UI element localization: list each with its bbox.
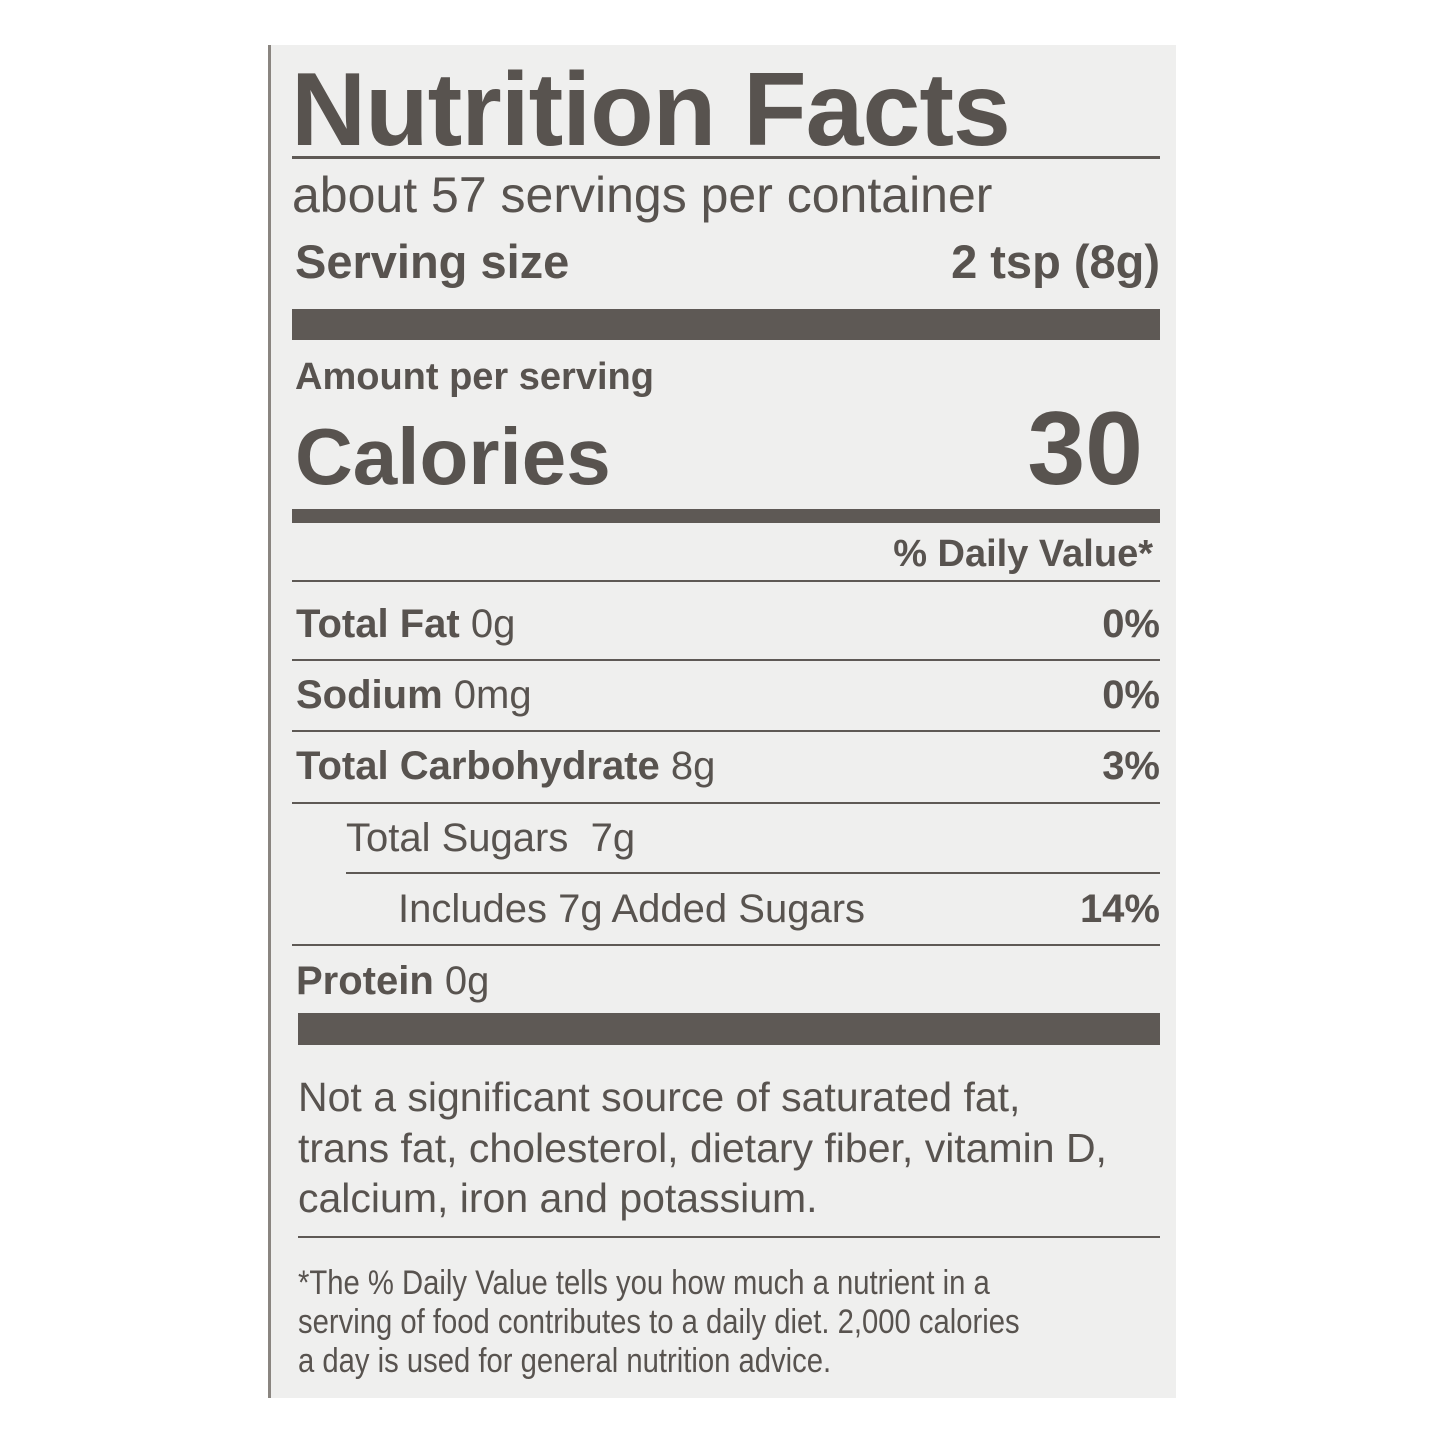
- not-significant-line: Not a significant source of saturated fa…: [298, 1074, 1021, 1120]
- dv-total-fat: 0%: [1102, 602, 1160, 646]
- divider: [292, 802, 1160, 804]
- footnote-line: *The % Daily Value tells you how much a …: [298, 1264, 990, 1302]
- dv-sodium: 0%: [1102, 673, 1160, 717]
- calories-value: 30: [1027, 391, 1143, 507]
- serving-size-value: 2 tsp (8g): [951, 235, 1160, 288]
- footnote-line: a day is used for general nutrition advi…: [298, 1342, 832, 1380]
- daily-value-header: % Daily Value*: [893, 533, 1153, 575]
- nutrient-row-total-carbohydrate: Total Carbohydrate 8g: [296, 744, 716, 788]
- not-significant-line: trans fat, cholesterol, dietary fiber, v…: [298, 1125, 1107, 1171]
- dv-added-sugars: 14%: [1079, 887, 1160, 931]
- nutrient-row-added-sugars: Includes 7g Added Sugars: [398, 887, 866, 931]
- serving-size-label: Serving size: [295, 235, 570, 288]
- label-title: Nutrition Facts: [291, 52, 1011, 168]
- calories-label: Calories: [295, 412, 611, 501]
- nutrient-row-sodium: Sodium 0mg: [296, 673, 532, 717]
- divider: [292, 730, 1160, 732]
- divider: [346, 872, 1160, 874]
- divider: [292, 580, 1160, 582]
- thick-divider: [298, 1013, 1160, 1045]
- footnote-line: serving of food contributes to a daily d…: [298, 1303, 1020, 1341]
- not-significant-line: calcium, iron and potassium.: [298, 1175, 818, 1221]
- servings-per-container: about 57 servings per container: [292, 167, 993, 223]
- amount-per-serving: Amount per serving: [295, 356, 654, 398]
- divider: [292, 659, 1160, 661]
- medium-divider: [292, 509, 1160, 523]
- nutrient-row-total-fat: Total Fat 0g: [296, 602, 516, 646]
- nutrition-label: [268, 45, 1176, 1398]
- divider: [292, 944, 1160, 946]
- thick-divider: [292, 309, 1160, 340]
- nutrient-row-protein: Protein 0g: [296, 959, 490, 1003]
- divider: [292, 156, 1160, 159]
- divider: [298, 1236, 1160, 1238]
- nutrient-row-total-sugars: Total Sugars 7g: [346, 816, 636, 860]
- dv-total-carbohydrate: 3%: [1102, 744, 1160, 788]
